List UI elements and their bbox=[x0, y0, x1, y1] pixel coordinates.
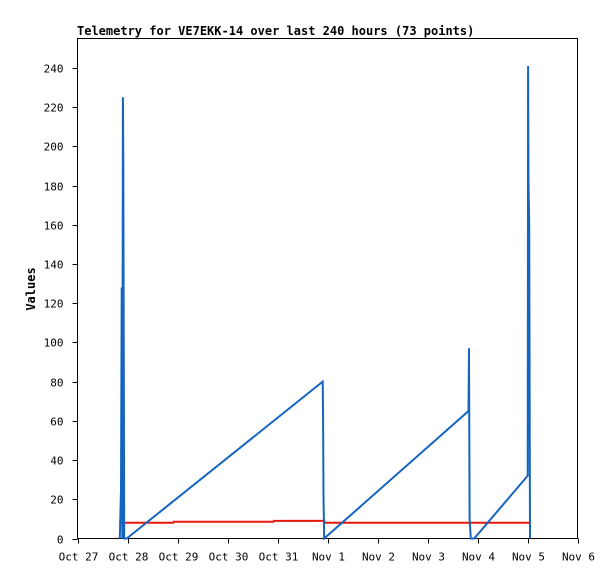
x-tick-label: Oct 31 bbox=[259, 551, 299, 564]
x-tick-label: Oct 27 bbox=[59, 551, 99, 564]
y-tick-label: 140 bbox=[44, 259, 64, 272]
x-tick-label: Oct 29 bbox=[159, 551, 199, 564]
x-axis-ticks: Oct 27 Oct 28 Oct 29 Oct 30 Oct 31 Nov 1 Nov 2… bbox=[59, 538, 595, 564]
x-tick-label: Nov 1 bbox=[312, 551, 345, 564]
x-tick-label: Nov 3 bbox=[412, 551, 445, 564]
y-axis-label: Values bbox=[24, 267, 38, 310]
y-axis-ticks: 0 20 40 60 80 100 120 140 160 180 200 220 240 bbox=[44, 63, 78, 547]
x-tick-label: Oct 28 bbox=[109, 551, 149, 564]
series-line-1 bbox=[118, 65, 531, 541]
chart-title: Telemetry for VE7EKK-14 over last 240 ho… bbox=[77, 24, 474, 38]
y-tick-label: 240 bbox=[44, 63, 64, 76]
y-tick-label: 200 bbox=[44, 141, 64, 154]
y-tick-label: 40 bbox=[50, 455, 63, 468]
plot-frame bbox=[77, 38, 578, 539]
y-tick-label: 160 bbox=[44, 220, 64, 233]
x-tick-label: Nov 4 bbox=[462, 551, 495, 564]
y-tick-label: 0 bbox=[57, 534, 64, 547]
y-tick-label: 20 bbox=[50, 494, 63, 507]
x-tick-label: Oct 30 bbox=[209, 551, 249, 564]
y-tick-label: 100 bbox=[44, 337, 64, 350]
y-tick-label: 60 bbox=[50, 416, 63, 429]
y-tick-label: 80 bbox=[50, 377, 63, 390]
y-tick-label: 180 bbox=[44, 181, 64, 194]
y-tick-label: 220 bbox=[44, 102, 64, 115]
y-tick-label: 120 bbox=[44, 298, 64, 311]
x-tick-label: Nov 6 bbox=[562, 551, 595, 564]
data-series bbox=[118, 65, 531, 541]
x-tick-label: Nov 2 bbox=[362, 551, 395, 564]
x-tick-label: Nov 5 bbox=[512, 551, 545, 564]
